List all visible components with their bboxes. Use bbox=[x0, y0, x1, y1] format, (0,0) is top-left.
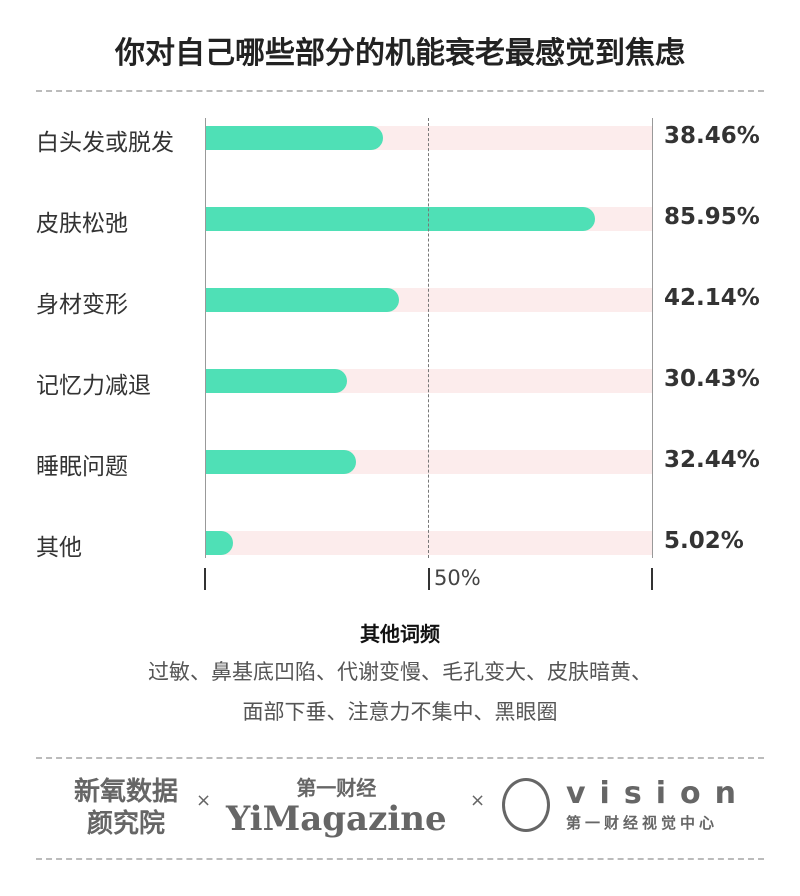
category-label: 白头发或脱发 bbox=[36, 130, 174, 156]
gridline-50 bbox=[428, 118, 429, 558]
axis-line-right bbox=[652, 118, 653, 558]
category-label: 记忆力减退 bbox=[36, 373, 151, 399]
bar bbox=[205, 126, 383, 150]
separator: × bbox=[470, 790, 486, 811]
value-label: 32.44% bbox=[664, 447, 760, 473]
chart-title: 你对自己哪些部分的机能衰老最感觉到焦虑 bbox=[115, 36, 685, 71]
bar bbox=[205, 369, 348, 393]
value-label: 30.43% bbox=[664, 366, 760, 392]
divider bbox=[36, 90, 764, 92]
separator: × bbox=[196, 790, 212, 811]
divider bbox=[36, 858, 764, 860]
notes-line: 过敏、鼻基底凹陷、代谢变慢、毛孔变大、皮肤暗黄、 bbox=[148, 660, 652, 684]
divider bbox=[36, 757, 764, 759]
tick-50 bbox=[428, 568, 430, 590]
category-label: 皮肤松弛 bbox=[36, 211, 128, 237]
tick-label-50: 50% bbox=[434, 566, 481, 590]
category-label: 睡眠问题 bbox=[36, 454, 128, 480]
notes-title: 其他词频 bbox=[360, 622, 440, 646]
notes-line: 面部下垂、注意力不集中、黑眼圈 bbox=[242, 700, 558, 724]
value-label: 85.95% bbox=[664, 204, 760, 230]
category-label: 其他 bbox=[36, 535, 82, 561]
tick-0 bbox=[204, 568, 206, 590]
logo-vision-sub: 第一财经视觉中心 bbox=[566, 814, 719, 832]
bar bbox=[205, 288, 400, 312]
bar bbox=[205, 531, 234, 555]
logo-yimagazine: 第一财经 YiMagazine bbox=[226, 776, 447, 839]
category-label: 身材变形 bbox=[36, 292, 128, 318]
bar bbox=[205, 207, 596, 231]
axis-line bbox=[205, 118, 206, 558]
logo-vision: vision bbox=[566, 776, 750, 811]
value-label: 5.02% bbox=[664, 528, 744, 554]
tick-100 bbox=[651, 568, 653, 590]
logo-soyoung: 新氧数据 颜究院 bbox=[74, 777, 179, 839]
value-label: 42.14% bbox=[664, 285, 760, 311]
value-label: 38.46% bbox=[664, 123, 760, 149]
vision-circle-icon bbox=[502, 778, 550, 832]
bar bbox=[205, 450, 356, 474]
